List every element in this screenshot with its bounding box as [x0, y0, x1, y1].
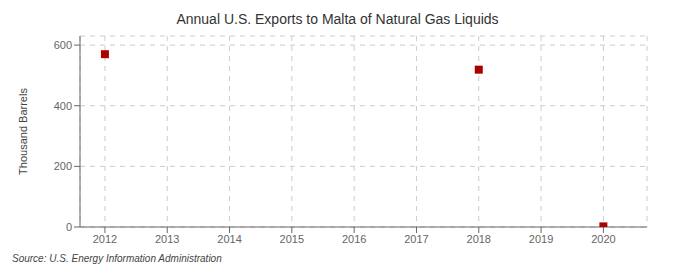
- svg-text:2017: 2017: [404, 233, 428, 245]
- svg-text:2020: 2020: [591, 233, 615, 245]
- svg-text:2015: 2015: [280, 233, 304, 245]
- svg-text:Thousand Barrels: Thousand Barrels: [17, 88, 29, 175]
- svg-text:0: 0: [66, 221, 72, 233]
- svg-text:2014: 2014: [217, 233, 241, 245]
- svg-text:2013: 2013: [155, 233, 179, 245]
- svg-text:400: 400: [54, 100, 72, 112]
- svg-text:2016: 2016: [342, 233, 366, 245]
- svg-text:200: 200: [54, 160, 72, 172]
- html-text:Source: U.S. Energy Informatio: Source: U.S. Energy Information Administ…: [12, 253, 222, 264]
- svg-text:600: 600: [54, 39, 72, 51]
- html-text:Annual U.S. Exports to Malta o: Annual U.S. Exports to Malta of Natural …: [176, 11, 499, 27]
- svg-text:2019: 2019: [529, 233, 553, 245]
- svg-text:2018: 2018: [467, 233, 491, 245]
- svg-text:2012: 2012: [93, 233, 117, 245]
